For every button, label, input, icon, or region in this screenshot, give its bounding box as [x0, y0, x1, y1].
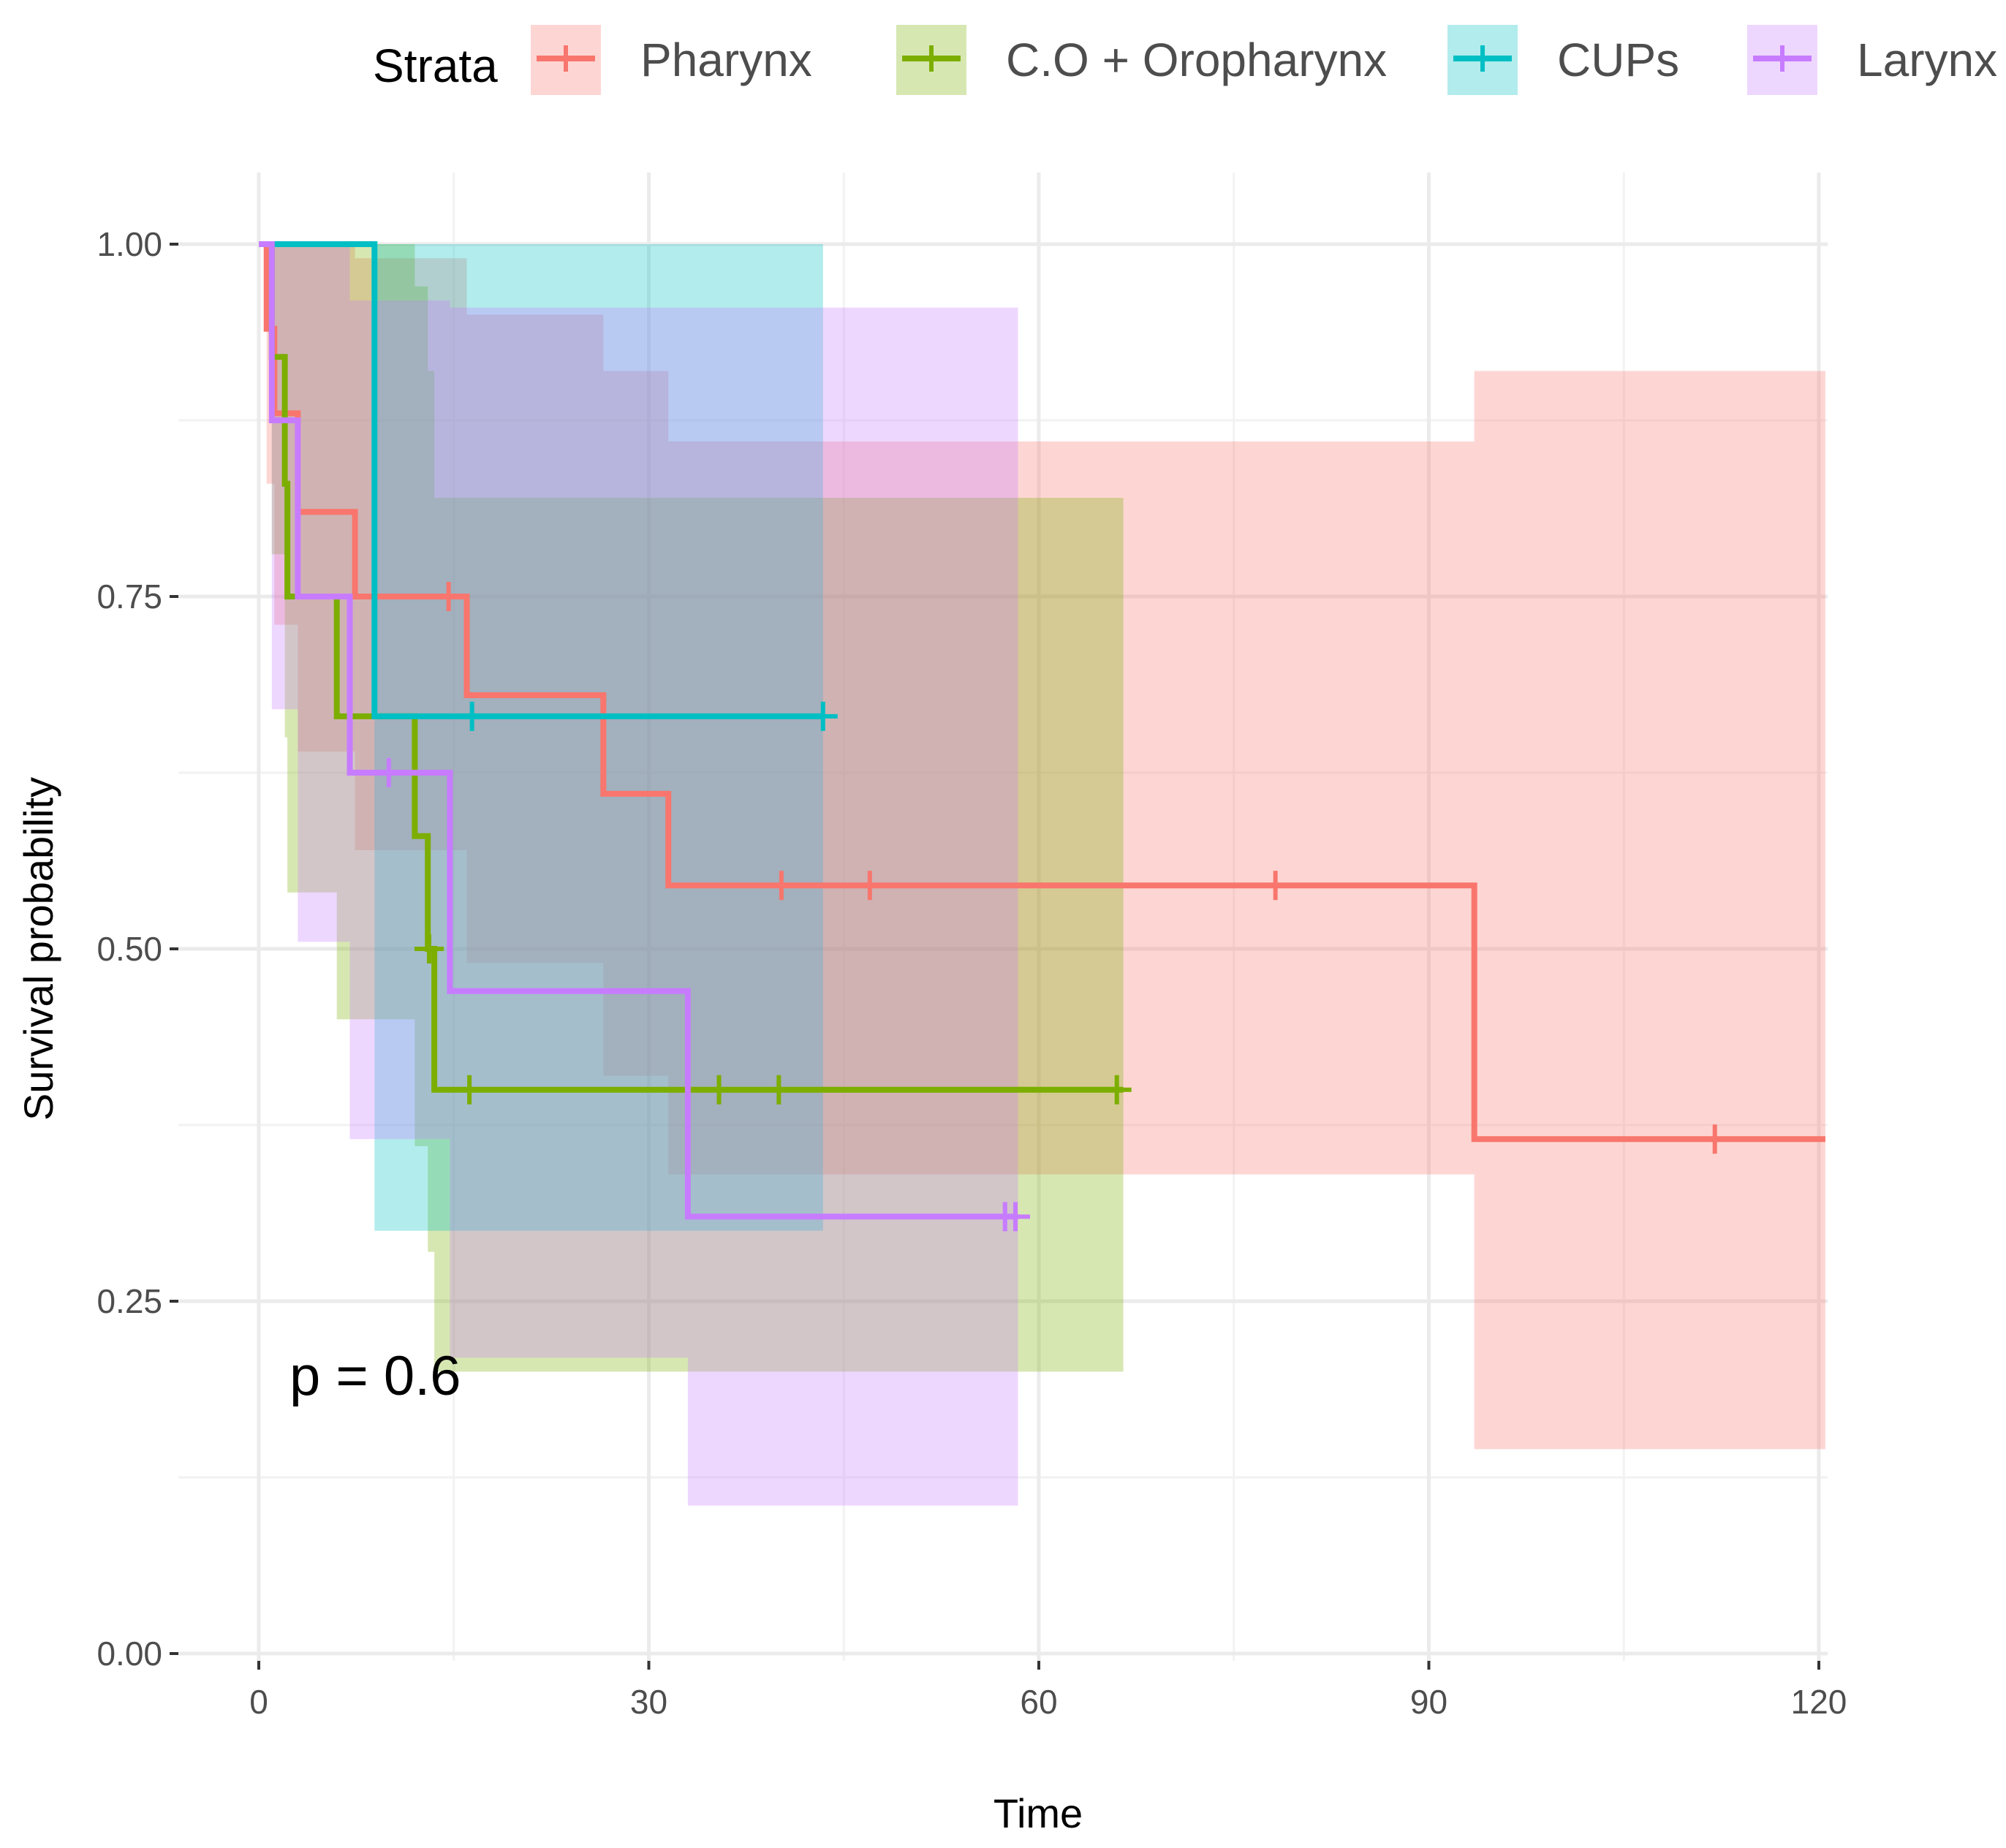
y-tick-label: 0.50: [96, 930, 162, 968]
legend: Strata Pharynx C.O + Oropharynx CUPs Larynx: [373, 25, 1997, 95]
legend-item-1: C.O + Oropharynx: [896, 25, 1387, 95]
p-value-annotation: p = 0.6: [289, 1345, 461, 1407]
legend-item-2: CUPs: [1447, 25, 1679, 95]
ci-band-0: [259, 244, 1825, 1450]
x-tick-label: 60: [1020, 1683, 1057, 1721]
censor-mark-1: [414, 934, 444, 963]
legend-title: Strata: [373, 39, 498, 92]
y-tick-label: 0.00: [96, 1635, 162, 1673]
censor-mark-0: [766, 871, 796, 901]
major-gridlines: [178, 173, 1828, 1661]
x-axis: 0 30 60 90 120: [249, 1661, 1847, 1721]
legend-label-3: Larynx: [1857, 34, 1997, 86]
x-tick-label: 30: [630, 1683, 667, 1721]
censor-mark-1: [704, 1075, 734, 1105]
censor-marks: [374, 582, 1730, 1232]
legend-label-2: CUPs: [1557, 34, 1679, 86]
x-tick-label: 90: [1410, 1683, 1447, 1721]
ci-band-3: [259, 244, 1018, 1506]
y-axis-title: Survival probability: [15, 777, 61, 1121]
legend-item-3: Larynx: [1747, 25, 1997, 95]
censor-mark-1: [1102, 1075, 1132, 1105]
y-tick-label: 0.25: [96, 1282, 162, 1320]
legend-item-0: Pharynx: [531, 25, 812, 95]
censor-mark-3: [374, 758, 404, 787]
censor-mark-1: [764, 1075, 794, 1105]
censor-mark-2: [808, 701, 838, 731]
x-tick-label: 120: [1791, 1683, 1847, 1721]
x-tick-label: 0: [249, 1683, 268, 1721]
censor-mark-2: [457, 701, 487, 731]
legend-label-0: Pharynx: [640, 34, 812, 86]
minor-gridlines: [178, 173, 1828, 1661]
survival-curve-3: [259, 241, 1018, 1220]
y-tick-label: 1.00: [96, 225, 162, 263]
confidence-bands: [259, 244, 1825, 1506]
x-axis-title: Time: [993, 1790, 1083, 1836]
censor-mark-3: [1000, 1202, 1030, 1232]
censor-mark-1: [455, 1075, 485, 1105]
y-axis: 0.00 0.25 0.50 0.75 1.00: [96, 225, 178, 1673]
legend-label-1: C.O + Oropharynx: [1006, 34, 1387, 86]
y-tick-label: 0.75: [96, 578, 162, 616]
censor-mark-0: [1700, 1124, 1730, 1154]
censor-mark-0: [434, 582, 463, 611]
censor-mark-0: [1260, 871, 1290, 901]
ci-band-2: [259, 244, 823, 1231]
censor-mark-0: [855, 871, 885, 901]
survival-curve-2: [259, 241, 823, 719]
